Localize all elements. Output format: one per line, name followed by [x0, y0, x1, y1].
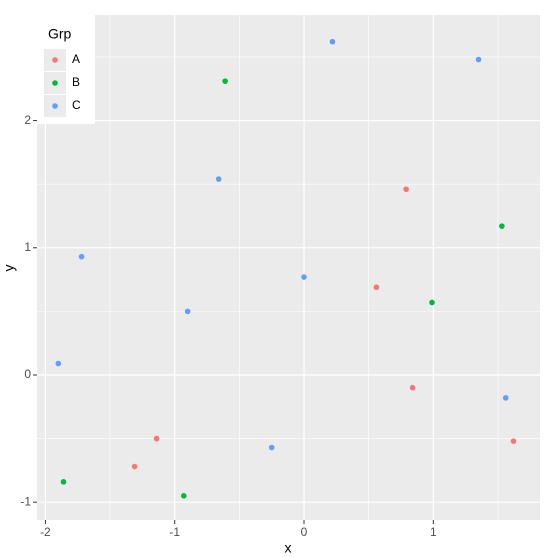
x-tick-label: 0	[301, 525, 308, 539]
legend-title: Grp	[48, 26, 72, 42]
x-axis-title: x	[285, 540, 292, 556]
point	[301, 274, 307, 280]
legend-label: C	[72, 98, 81, 112]
point	[373, 284, 380, 291]
legend-label: B	[72, 75, 80, 89]
x-tick-label: -1	[169, 525, 180, 539]
point	[131, 463, 138, 470]
x-tick-label: -2	[40, 525, 51, 539]
point	[403, 186, 409, 193]
y-tick-label: 0	[24, 367, 31, 381]
point	[475, 56, 482, 63]
x-tick-label: 1	[430, 525, 437, 539]
point	[215, 176, 222, 182]
y-tick-label: 2	[24, 113, 31, 127]
point	[184, 308, 191, 315]
point	[268, 444, 275, 451]
point	[499, 223, 505, 229]
point	[329, 38, 336, 45]
legend-label: A	[72, 52, 80, 66]
point	[409, 384, 416, 391]
y-tick-label: 1	[24, 240, 31, 254]
y-axis-title: y	[1, 265, 17, 272]
point	[60, 479, 67, 485]
y-tick-label: -1	[20, 494, 31, 508]
legend-marker	[52, 57, 58, 63]
legend-marker	[52, 103, 58, 109]
point	[222, 78, 228, 84]
point	[55, 360, 62, 367]
point	[153, 435, 160, 442]
point	[502, 395, 509, 401]
point	[180, 493, 187, 499]
point	[429, 299, 435, 306]
point	[78, 253, 85, 260]
point	[510, 438, 517, 444]
panel	[37, 15, 540, 520]
legend-marker	[52, 80, 58, 86]
